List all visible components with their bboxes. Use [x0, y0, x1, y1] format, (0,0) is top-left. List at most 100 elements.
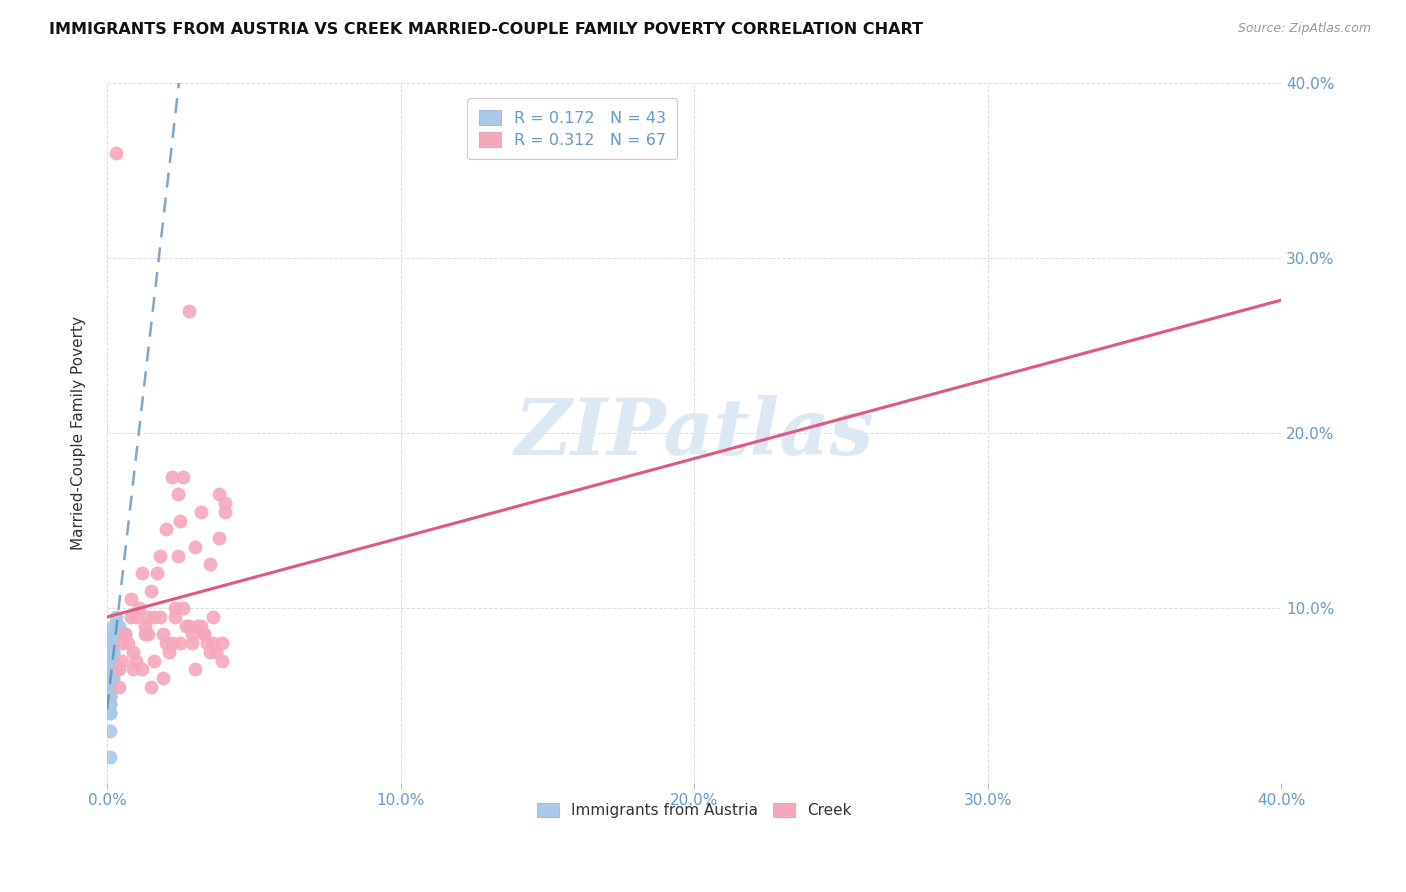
Point — [98, 698, 121, 712]
Point — [172, 470, 194, 484]
Point — [98, 654, 121, 668]
Point — [98, 706, 121, 720]
Point — [101, 627, 124, 641]
Point — [101, 662, 124, 676]
Point — [184, 540, 207, 554]
Point — [101, 645, 124, 659]
Point — [101, 654, 124, 668]
Point — [98, 662, 121, 676]
Text: ZIPatlas: ZIPatlas — [515, 395, 875, 472]
Point — [114, 627, 136, 641]
Point — [101, 636, 124, 650]
Point — [98, 671, 121, 685]
Point — [98, 627, 121, 641]
Point — [101, 636, 124, 650]
Point — [98, 689, 121, 703]
Point — [163, 610, 186, 624]
Point — [214, 505, 236, 519]
Y-axis label: Married-Couple Family Poverty: Married-Couple Family Poverty — [72, 317, 86, 550]
Point — [117, 636, 139, 650]
Point — [98, 662, 121, 676]
Text: IMMIGRANTS FROM AUSTRIA VS CREEK MARRIED-COUPLE FAMILY POVERTY CORRELATION CHART: IMMIGRANTS FROM AUSTRIA VS CREEK MARRIED… — [49, 22, 924, 37]
Point — [104, 146, 127, 161]
Point — [98, 698, 121, 712]
Legend: Immigrants from Austria, Creek: Immigrants from Austria, Creek — [531, 797, 858, 824]
Point — [101, 636, 124, 650]
Point — [201, 636, 224, 650]
Point — [114, 627, 136, 641]
Point — [190, 505, 212, 519]
Point — [101, 645, 124, 659]
Point — [101, 618, 124, 632]
Point — [98, 689, 121, 703]
Point — [152, 627, 174, 641]
Point — [176, 618, 198, 632]
Point — [136, 610, 159, 624]
Point — [193, 627, 215, 641]
Point — [195, 636, 218, 650]
Point — [169, 636, 191, 650]
Text: Source: ZipAtlas.com: Source: ZipAtlas.com — [1237, 22, 1371, 36]
Point — [101, 645, 124, 659]
Point — [160, 470, 183, 484]
Point — [181, 636, 204, 650]
Point — [139, 680, 162, 694]
Point — [136, 627, 159, 641]
Point — [98, 723, 121, 738]
Point — [104, 610, 127, 624]
Point — [104, 627, 127, 641]
Point — [108, 680, 131, 694]
Point — [172, 601, 194, 615]
Point — [181, 627, 204, 641]
Point — [184, 662, 207, 676]
Point — [98, 671, 121, 685]
Point — [193, 627, 215, 641]
Point — [125, 610, 148, 624]
Point — [98, 645, 121, 659]
Point — [204, 645, 226, 659]
Point — [179, 618, 201, 632]
Point — [214, 496, 236, 510]
Point — [98, 671, 121, 685]
Point — [143, 610, 166, 624]
Point — [139, 583, 162, 598]
Point — [169, 514, 191, 528]
Point — [211, 636, 233, 650]
Point — [128, 601, 150, 615]
Point — [190, 618, 212, 632]
Point — [98, 706, 121, 720]
Point — [98, 680, 121, 694]
Point — [98, 680, 121, 694]
Point — [104, 618, 127, 632]
Point — [187, 618, 209, 632]
Point — [111, 654, 134, 668]
Point — [120, 592, 142, 607]
Point — [122, 645, 145, 659]
Point — [98, 662, 121, 676]
Point — [125, 654, 148, 668]
Point — [120, 610, 142, 624]
Point — [160, 636, 183, 650]
Point — [198, 645, 221, 659]
Point — [131, 662, 153, 676]
Point — [108, 618, 131, 632]
Point — [155, 523, 177, 537]
Point — [111, 636, 134, 650]
Point — [211, 654, 233, 668]
Point — [157, 645, 180, 659]
Point — [134, 627, 156, 641]
Point — [101, 671, 124, 685]
Point — [143, 654, 166, 668]
Point — [149, 610, 172, 624]
Point — [98, 680, 121, 694]
Point — [166, 549, 188, 563]
Point — [98, 654, 121, 668]
Point — [179, 303, 201, 318]
Point — [149, 549, 172, 563]
Point — [146, 566, 169, 581]
Point — [98, 749, 121, 764]
Point — [201, 610, 224, 624]
Point — [98, 654, 121, 668]
Point — [104, 662, 127, 676]
Point — [98, 671, 121, 685]
